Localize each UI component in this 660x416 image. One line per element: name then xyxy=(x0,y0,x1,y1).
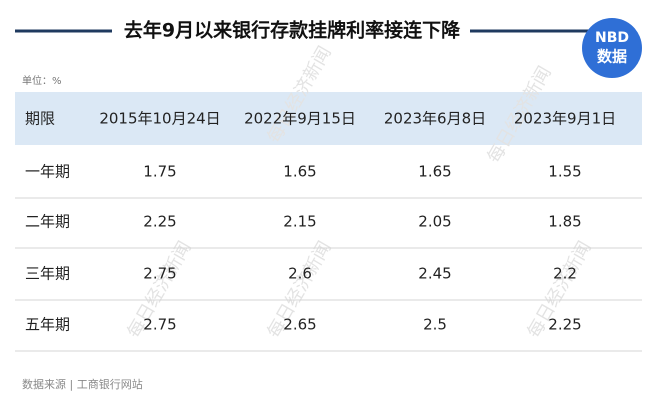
table-cell: 1.55 xyxy=(548,163,581,181)
title: 去年9月以来银行存款挂牌利率接连下降 xyxy=(124,19,461,42)
table-cell: 2.5 xyxy=(423,316,447,334)
table-cell: 1.65 xyxy=(283,163,316,181)
row-header: 三年期 xyxy=(25,265,70,283)
table-cell: 2.25 xyxy=(548,316,581,334)
table-cell: 2.65 xyxy=(283,316,316,334)
table-cell: 1.85 xyxy=(548,213,581,231)
column-header: 2023年9月1日 xyxy=(514,110,616,128)
table-cell: 2.75 xyxy=(143,316,176,334)
column-header: 期限 xyxy=(25,110,55,128)
table-cell: 2.45 xyxy=(418,265,451,283)
column-header: 2022年9月15日 xyxy=(244,110,356,128)
header-band xyxy=(15,92,642,145)
table-cell: 2.6 xyxy=(288,265,312,283)
table-cell: 1.75 xyxy=(143,163,176,181)
unit-label: 单位：% xyxy=(22,74,62,87)
table-cell: 2.05 xyxy=(418,213,451,231)
table-cell: 2.2 xyxy=(553,265,577,283)
row-header: 五年期 xyxy=(25,316,70,334)
table-cell: 1.65 xyxy=(418,163,451,181)
logo-text: NBD xyxy=(595,30,629,46)
table-cell: 2.75 xyxy=(143,265,176,283)
row-header: 一年期 xyxy=(25,163,70,181)
column-header: 2023年6月8日 xyxy=(384,110,486,128)
table-cell: 2.25 xyxy=(143,213,176,231)
logo-text: 数据 xyxy=(597,48,627,66)
column-header: 2015年10月24日 xyxy=(99,110,220,128)
source: 数据来源 | 工商银行网站 xyxy=(22,377,143,391)
table-cell: 2.15 xyxy=(283,213,316,231)
logo-badge xyxy=(582,18,642,78)
row-header: 二年期 xyxy=(25,213,70,231)
